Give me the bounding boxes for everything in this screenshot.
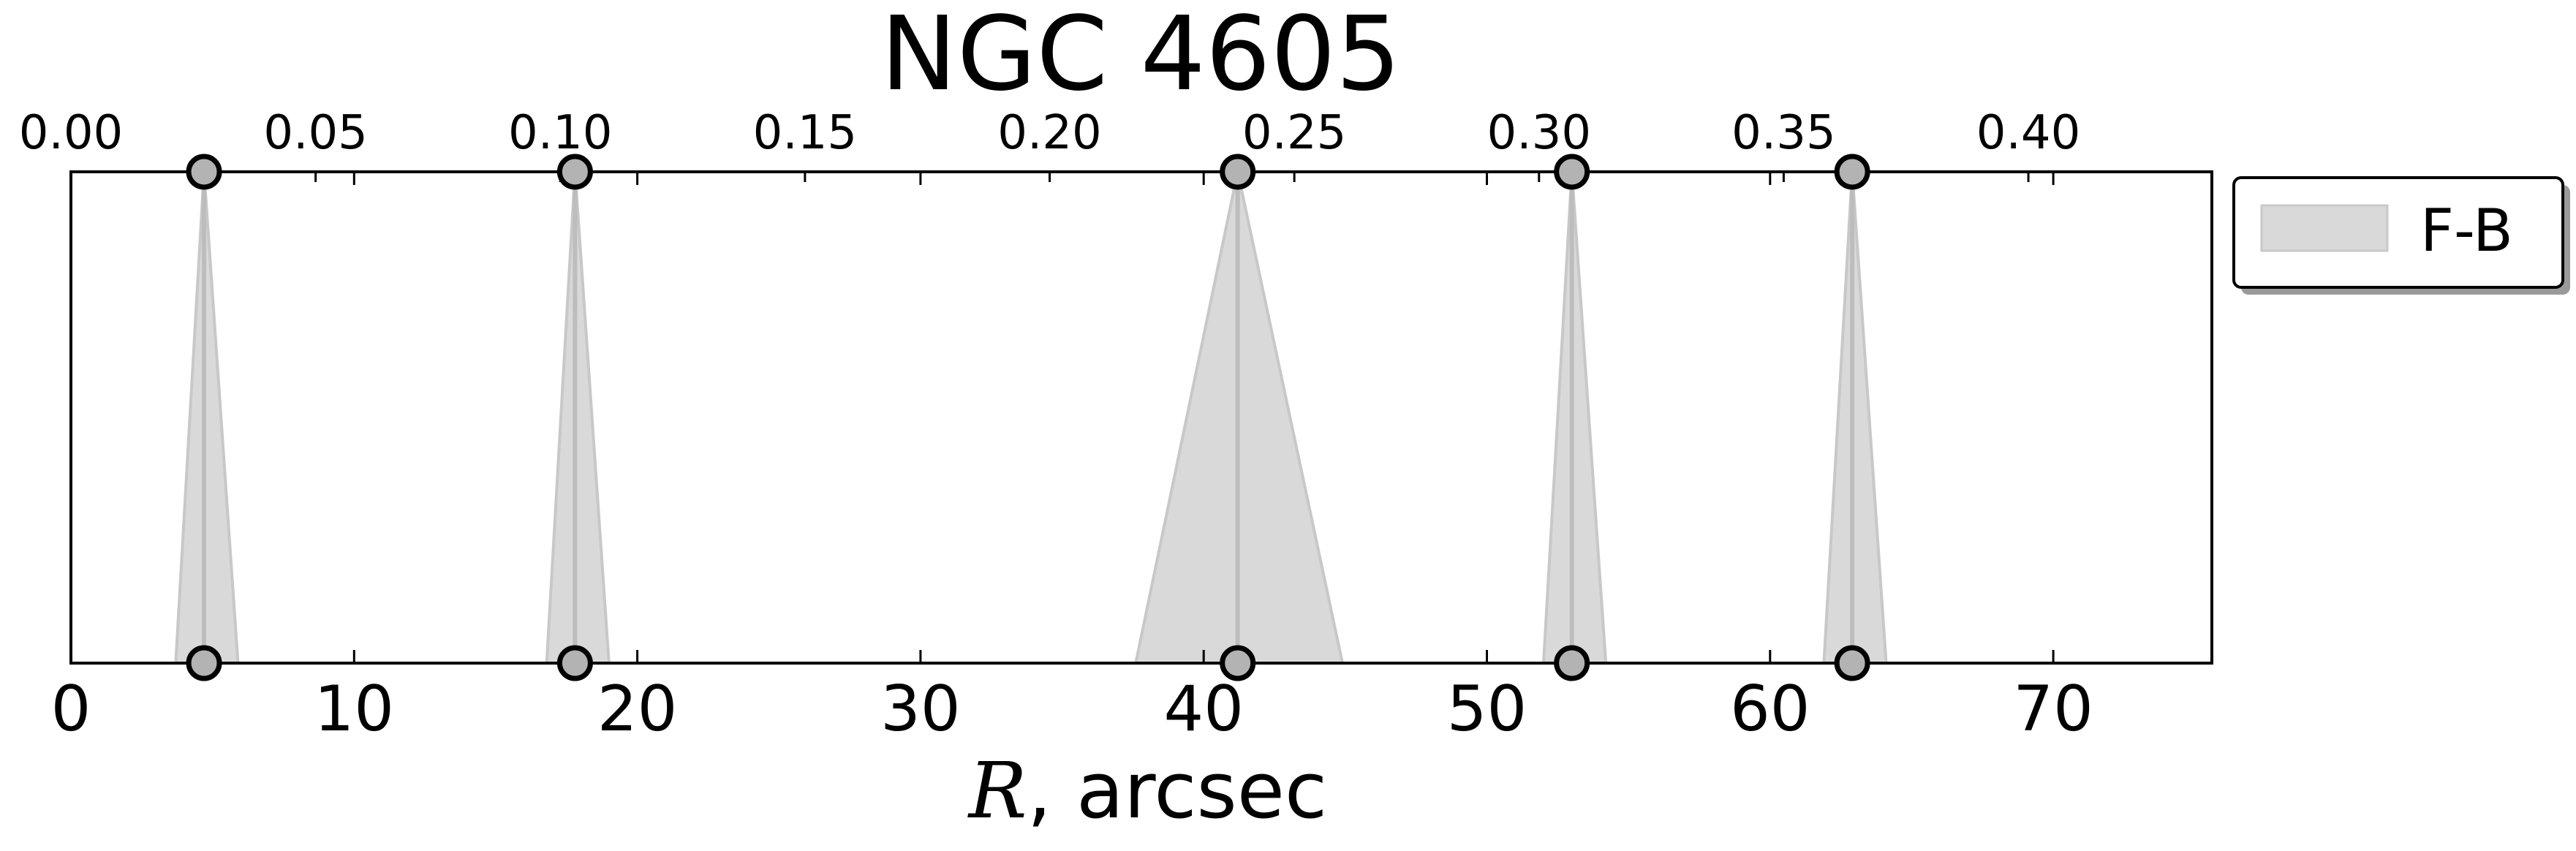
top-axis-tick-label: 0.15: [753, 106, 858, 160]
feature-band-1: [174, 171, 240, 665]
feature-series-f-b: [174, 171, 1888, 665]
legend-swatch-f-b: [2260, 204, 2389, 252]
x-axis-variable: R: [967, 746, 1027, 836]
x-tick-label: 10: [314, 673, 394, 746]
plot-frame: [69, 170, 2213, 665]
feature-marker-3-top: [1220, 154, 1256, 190]
chart-title: NGC 4605: [880, 0, 1401, 114]
top-axis-tick-label: 0.30: [1487, 106, 1592, 160]
x-tick-label: 0: [51, 673, 91, 746]
x-axis-label: R, arcsec: [967, 746, 1327, 836]
feature-marker-4-bottom: [1554, 645, 1590, 681]
feature-markers: [186, 154, 1870, 681]
legend: F-B: [2232, 176, 2570, 295]
feature-marker-2-top: [556, 154, 593, 190]
x-axis-unit: , arcsec: [1027, 746, 1328, 836]
feature-marker-1-top: [186, 154, 222, 190]
x-tick-label: 20: [597, 673, 677, 746]
top-axis-tick-label: 0.20: [997, 106, 1102, 160]
top-axis-tick-label: 0.05: [263, 106, 368, 160]
top-axis-tick-label: 0.40: [1976, 106, 2081, 160]
x-tick-label: 30: [880, 673, 960, 746]
x-tick-label: 50: [1447, 673, 1527, 746]
feature-marker-5-bottom: [1834, 645, 1870, 681]
feature-band-5: [1822, 171, 1888, 665]
feature-marker-5-top: [1834, 154, 1870, 190]
feature-band-4: [1541, 171, 1608, 665]
top-x-axis: 0.00 0.05 0.10 0.15 0.20 0.25 0.30 0.35 0.40: [19, 106, 2081, 182]
top-axis-tick-label: 0.25: [1242, 106, 1347, 160]
bottom-x-axis: 0 10 20 30 40 50 60 70: [51, 172, 2093, 746]
feature-marker-4-top: [1554, 154, 1590, 190]
top-axis-tick-label: 0.00: [19, 106, 124, 160]
legend-label-f-b: F-B: [2420, 197, 2513, 265]
feature-band-2: [545, 171, 611, 665]
x-tick-label: 40: [1163, 673, 1243, 746]
x-tick-label: 60: [1730, 673, 1810, 746]
top-axis-tick-label: 0.10: [508, 106, 613, 160]
feature-marker-3-bottom: [1220, 645, 1256, 681]
feature-marker-2-bottom: [556, 645, 593, 681]
top-axis-tick-label: 0.35: [1731, 106, 1836, 160]
feature-marker-1-bottom: [186, 645, 222, 681]
x-tick-label: 70: [2013, 673, 2093, 746]
